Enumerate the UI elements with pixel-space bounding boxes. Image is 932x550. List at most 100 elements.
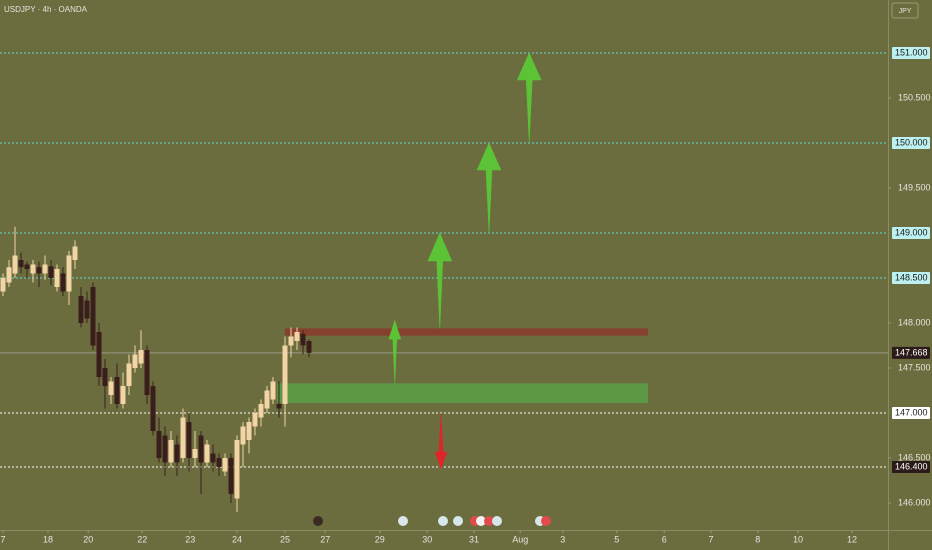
candle-body (66, 255, 72, 292)
candle-body (36, 267, 42, 274)
x-tick-label: 8 (755, 534, 760, 544)
arrow (388, 319, 402, 384)
candle-body (6, 267, 12, 283)
x-tick-label: 31 (469, 534, 479, 544)
candle-body (90, 287, 96, 346)
level-label-box (892, 407, 930, 420)
candle-body (12, 255, 18, 274)
y-tick-label: 150.500 (898, 92, 931, 102)
candle-body (144, 350, 150, 396)
zone (285, 328, 648, 336)
x-tick-label: 18 (43, 534, 53, 544)
candle-body (84, 300, 90, 319)
candle-body (258, 404, 264, 418)
x-tick-label: 23 (185, 534, 195, 544)
zone (277, 383, 648, 404)
candle-body (288, 336, 294, 346)
candle-body (210, 453, 216, 463)
x-tick-label: Aug (512, 534, 528, 544)
candle-body (192, 449, 198, 459)
y-tick-label: 148.000 (898, 317, 931, 327)
candle-body (60, 273, 66, 292)
candle-body (168, 440, 174, 463)
candle-body (96, 332, 102, 378)
arrow (427, 232, 453, 329)
candle-body (222, 458, 228, 472)
candle-body (162, 435, 168, 463)
arrow (516, 52, 542, 144)
x-tick-label: 27 (320, 534, 330, 544)
candle-body (30, 264, 36, 274)
level-label-box (892, 47, 930, 60)
chart-title: USDJPY · 4h · OANDA (4, 5, 88, 14)
candle-body (48, 266, 54, 279)
x-tick-label: 5 (614, 534, 619, 544)
candle-body (300, 333, 306, 346)
candle-body (126, 363, 132, 387)
y-tick-label: 149.500 (898, 182, 931, 192)
candle-body (54, 269, 60, 288)
candle-body (150, 386, 156, 432)
x-tick-label: 30 (422, 534, 432, 544)
candle-body (0, 278, 6, 292)
candle-body (174, 444, 180, 463)
candle-body (276, 404, 282, 409)
level-label: 150.000 (895, 137, 928, 147)
x-tick-label: 25 (280, 534, 290, 544)
level-label: 146.400 (895, 461, 928, 471)
candle-body (228, 458, 234, 495)
candle-body (264, 390, 270, 409)
x-tick-label: 12 (847, 534, 857, 544)
candle-body (24, 264, 30, 270)
x-tick-label: 20 (83, 534, 93, 544)
level-label: 148.500 (895, 272, 928, 282)
candle-body (78, 296, 84, 324)
level-label: 151.000 (895, 47, 928, 57)
level-label-box (892, 227, 930, 240)
candle-body (198, 435, 204, 463)
candle-body (72, 246, 78, 261)
candle-body (138, 350, 144, 364)
x-tick-label: 24 (232, 534, 242, 544)
x-tick-label: 7 (0, 534, 5, 544)
last-price-label: 147.668 (895, 347, 928, 357)
y-tick-label: 146.500 (898, 452, 931, 462)
candle-body (240, 426, 246, 445)
currency[interactable]: JPY (899, 8, 912, 15)
candle-body (204, 444, 210, 463)
level-label-box (892, 137, 930, 150)
level-label-box (892, 272, 930, 285)
candle-body (132, 354, 138, 369)
x-tick-label: 6 (662, 534, 667, 544)
arrow (476, 142, 502, 234)
arrow (434, 412, 448, 470)
candle-body (246, 422, 252, 441)
x-tick-label: 10 (793, 534, 803, 544)
y-tick-label: 147.500 (898, 362, 931, 372)
candle-body (252, 413, 258, 427)
level-label-box (892, 461, 930, 474)
currency-box[interactable] (891, 2, 919, 19)
candle-body (120, 386, 126, 405)
x-tick-label: 7 (708, 534, 713, 544)
candle-body (306, 341, 312, 353)
candle-body (294, 332, 300, 342)
candle-body (186, 422, 192, 459)
candle-body (180, 417, 186, 459)
candle-body (216, 458, 222, 468)
candle-body (42, 264, 48, 274)
y-tick-label: 146.000 (898, 497, 931, 507)
candle-body (102, 368, 108, 387)
candle-body (234, 440, 240, 499)
x-tick-label: 22 (137, 534, 147, 544)
candle-body (270, 381, 276, 400)
candle-body (114, 377, 120, 405)
level-label: 149.000 (895, 227, 928, 237)
x-tick-label: 3 (560, 534, 565, 544)
last-price-box (892, 346, 930, 359)
candle-body (156, 431, 162, 459)
event-icons (313, 516, 551, 526)
